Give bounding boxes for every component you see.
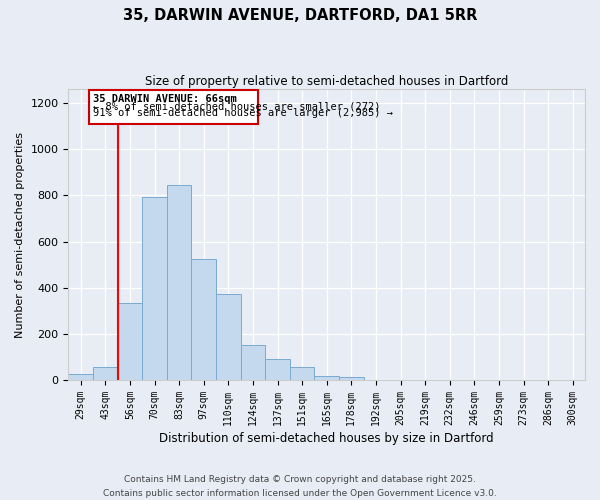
Text: Contains HM Land Registry data © Crown copyright and database right 2025.
Contai: Contains HM Land Registry data © Crown c… [103,476,497,498]
Text: ← 8% of semi-detached houses are smaller (272): ← 8% of semi-detached houses are smaller… [93,101,380,111]
Bar [191,259,216,380]
Bar [290,367,314,380]
Text: 91% of semi-detached houses are larger (2,985) →: 91% of semi-detached houses are larger (… [93,108,393,118]
Bar [314,376,339,380]
Bar [216,294,241,380]
Bar [118,302,142,380]
Bar [241,346,265,380]
Bar [142,196,167,380]
FancyBboxPatch shape [89,90,258,124]
Text: 35 DARWIN AVENUE: 66sqm: 35 DARWIN AVENUE: 66sqm [93,94,237,104]
Bar [167,185,191,380]
Bar [265,358,290,380]
Title: Size of property relative to semi-detached houses in Dartford: Size of property relative to semi-detach… [145,75,508,88]
Bar [68,374,93,380]
Bar [93,367,118,380]
Y-axis label: Number of semi-detached properties: Number of semi-detached properties [15,132,25,338]
Text: 35, DARWIN AVENUE, DARTFORD, DA1 5RR: 35, DARWIN AVENUE, DARTFORD, DA1 5RR [123,8,477,22]
Bar [339,376,364,380]
X-axis label: Distribution of semi-detached houses by size in Dartford: Distribution of semi-detached houses by … [160,432,494,445]
